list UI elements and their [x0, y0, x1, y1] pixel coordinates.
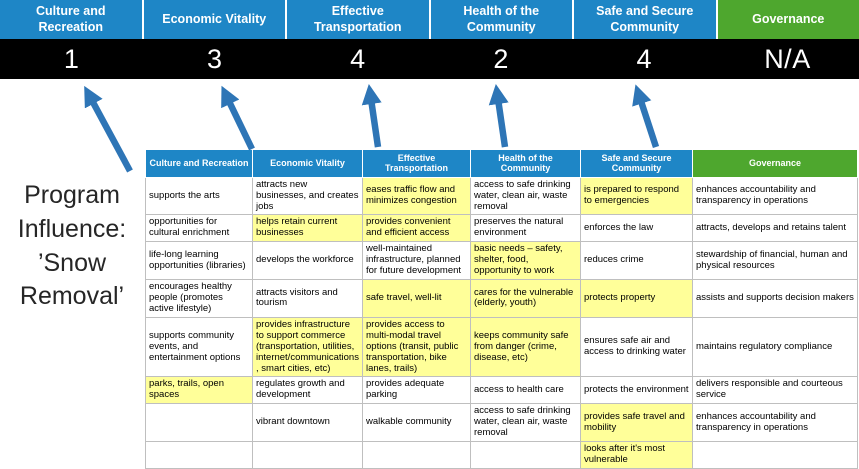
matrix-cell-r8-c4: [471, 442, 581, 469]
arrow-safe-icon: [638, 92, 656, 147]
matrix-cell-r3-c6: stewardship of financial, human and phys…: [693, 242, 858, 280]
matrix-row-5: supports community events, and entertain…: [146, 317, 858, 377]
matrix-cell-r4-c1: encourages healthy people (promotes acti…: [146, 280, 253, 318]
matrix-cell-r1-c2: attracts new businesses, and creates job…: [253, 177, 363, 215]
matrix-cell-r5-c1: supports community events, and entertain…: [146, 317, 253, 377]
matrix-cell-r7-c3: walkable community: [363, 404, 471, 442]
matrix-cell-r5-c2: provides infrastructure to support comme…: [253, 317, 363, 377]
matrix-cell-r7-c6: enhances accountability and transparency…: [693, 404, 858, 442]
matrix-cell-r2-c4: preserves the natural environment: [471, 215, 581, 242]
pillar-header-governance: Governance: [718, 0, 859, 39]
matrix-cell-r3-c2: develops the workforce: [253, 242, 363, 280]
matrix-cell-r3-c3: well-maintained infrastructure, planned …: [363, 242, 471, 280]
pillar-score-governance: N/A: [716, 39, 859, 79]
matrix-cell-r5-c6: maintains regulatory compliance: [693, 317, 858, 377]
arrow-health-icon: [497, 92, 505, 147]
content-area: Program Influence: ’Snow Removal’ Cultur…: [0, 79, 859, 465]
matrix-cell-r7-c4: access to safe drinking water, clean air…: [471, 404, 581, 442]
matrix-cell-r8-c2: [253, 442, 363, 469]
matrix-cell-r8-c5: looks after it's most vulnerable: [581, 442, 693, 469]
matrix-cell-r5-c4: keeps community safe from danger (crime,…: [471, 317, 581, 377]
matrix-cell-r4-c6: assists and supports decision makers: [693, 280, 858, 318]
matrix-cell-r6-c6: delivers responsible and courteous servi…: [693, 377, 858, 404]
matrix-cell-r1-c3: eases traffic flow and minimizes congest…: [363, 177, 471, 215]
matrix-cell-r6-c5: protects the environment: [581, 377, 693, 404]
matrix-cell-r7-c5: provides safe travel and mobility: [581, 404, 693, 442]
pillar-score-economic-vitality: 3: [143, 39, 286, 79]
matrix-cell-r7-c1: [146, 404, 253, 442]
matrix-row-8: looks after it's most vulnerable: [146, 442, 858, 469]
matrix-row-3: life-long learning opportunities (librar…: [146, 242, 858, 280]
matrix-cell-r5-c5: ensures safe air and access to drinking …: [581, 317, 693, 377]
matrix-cell-r2-c5: enforces the law: [581, 215, 693, 242]
matrix-cell-r8-c3: [363, 442, 471, 469]
pillar-score-effective-transportation: 4: [286, 39, 429, 79]
matrix-cell-r1-c5: is prepared to respond to emergencies: [581, 177, 693, 215]
matrix-cell-r2-c6: attracts, develops and retains talent: [693, 215, 858, 242]
pillar-score-safe-and-secure-community: 4: [573, 39, 716, 79]
matrix-cell-r6-c2: regulates growth and development: [253, 377, 363, 404]
pillar-header-effective-transportation: Effective Transportation: [287, 0, 431, 39]
arrow-economic-icon: [225, 93, 252, 149]
matrix-cell-r4-c2: attracts visitors and tourism: [253, 280, 363, 318]
pillar-header-culture-and-recreation: Culture and Recreation: [0, 0, 144, 39]
matrix-cell-r1-c4: access to safe drinking water, clean air…: [471, 177, 581, 215]
pillar-header-economic-vitality: Economic Vitality: [144, 0, 288, 39]
matrix-cell-r2-c1: opportunities for cultural enrichment: [146, 215, 253, 242]
score-arrows: [0, 85, 859, 175]
pillar-score-health-of-the-community: 2: [430, 39, 573, 79]
page-title: Program Influence: ’Snow Removal’: [2, 179, 142, 314]
arrow-transportation-icon: [370, 92, 378, 147]
matrix-cell-r3-c4: basic needs – safety, shelter, food, opp…: [471, 242, 581, 280]
pillar-header-health-of-the-community: Health of the Community: [431, 0, 575, 39]
matrix-cell-r1-c1: supports the arts: [146, 177, 253, 215]
matrix-cell-r6-c3: provides adequate parking: [363, 377, 471, 404]
matrix-cell-r6-c1: parks, trails, open spaces: [146, 377, 253, 404]
matrix-cell-r6-c4: access to health care: [471, 377, 581, 404]
matrix-cell-r4-c4: cares for the vulnerable (elderly, youth…: [471, 280, 581, 318]
pillar-score-culture-and-recreation: 1: [0, 39, 143, 79]
pillar-header-safe-and-secure-community: Safe and Secure Community: [574, 0, 718, 39]
matrix-cell-r8-c1: [146, 442, 253, 469]
matrix-cell-r3-c1: life-long learning opportunities (librar…: [146, 242, 253, 280]
matrix-cell-r2-c3: provides convenient and efficient access: [363, 215, 471, 242]
matrix-cell-r4-c5: protects property: [581, 280, 693, 318]
matrix-cell-r2-c2: helps retain current businesses: [253, 215, 363, 242]
matrix-cell-r4-c3: safe travel, well-lit: [363, 280, 471, 318]
matrix-cell-r3-c5: reduces crime: [581, 242, 693, 280]
matrix-cell-r5-c3: provides access to multi-modal travel op…: [363, 317, 471, 377]
matrix-cell-r8-c6: [693, 442, 858, 469]
matrix-row-4: encourages healthy people (promotes acti…: [146, 280, 858, 318]
arrow-culture-icon: [88, 93, 130, 171]
matrix-cell-r7-c2: vibrant downtown: [253, 404, 363, 442]
matrix-cell-r1-c6: enhances accountability and transparency…: [693, 177, 858, 215]
